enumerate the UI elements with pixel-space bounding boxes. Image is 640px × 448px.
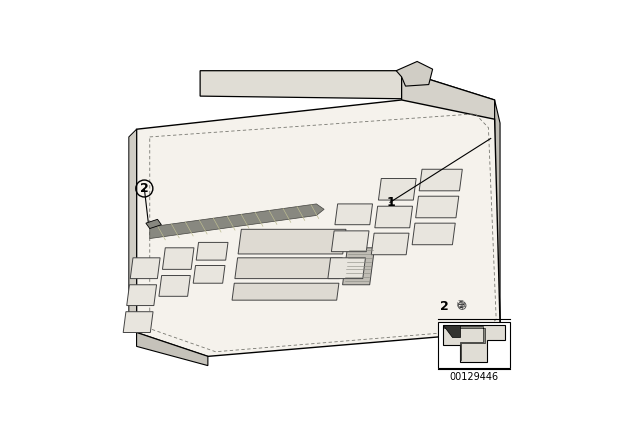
Polygon shape	[150, 204, 324, 238]
Polygon shape	[123, 312, 153, 332]
Polygon shape	[235, 258, 342, 279]
Polygon shape	[371, 233, 409, 255]
Text: 2: 2	[440, 300, 449, 313]
Polygon shape	[335, 204, 372, 225]
Polygon shape	[378, 178, 416, 200]
Polygon shape	[136, 332, 208, 366]
Polygon shape	[375, 206, 413, 228]
Polygon shape	[196, 242, 228, 260]
Polygon shape	[131, 258, 160, 279]
Polygon shape	[136, 100, 500, 356]
Polygon shape	[328, 258, 365, 279]
Polygon shape	[444, 326, 484, 360]
Polygon shape	[342, 248, 374, 285]
Polygon shape	[129, 129, 136, 332]
Polygon shape	[443, 325, 460, 337]
Polygon shape	[443, 325, 505, 362]
Polygon shape	[163, 248, 194, 269]
Polygon shape	[232, 283, 339, 300]
Polygon shape	[412, 223, 455, 245]
Polygon shape	[491, 325, 500, 345]
Polygon shape	[238, 229, 346, 254]
Polygon shape	[332, 231, 369, 252]
Text: 00129446: 00129446	[449, 372, 499, 382]
Text: 2: 2	[140, 182, 148, 195]
Text: 1: 1	[386, 196, 395, 209]
Polygon shape	[495, 100, 500, 325]
Polygon shape	[200, 71, 495, 100]
Polygon shape	[438, 322, 510, 368]
Polygon shape	[415, 196, 459, 218]
Polygon shape	[396, 61, 433, 86]
Polygon shape	[127, 285, 157, 306]
Polygon shape	[159, 276, 190, 296]
Polygon shape	[402, 71, 500, 325]
Polygon shape	[193, 266, 225, 283]
Text: $\maltese$: $\maltese$	[456, 298, 466, 310]
Polygon shape	[419, 169, 462, 191]
Polygon shape	[146, 220, 161, 228]
